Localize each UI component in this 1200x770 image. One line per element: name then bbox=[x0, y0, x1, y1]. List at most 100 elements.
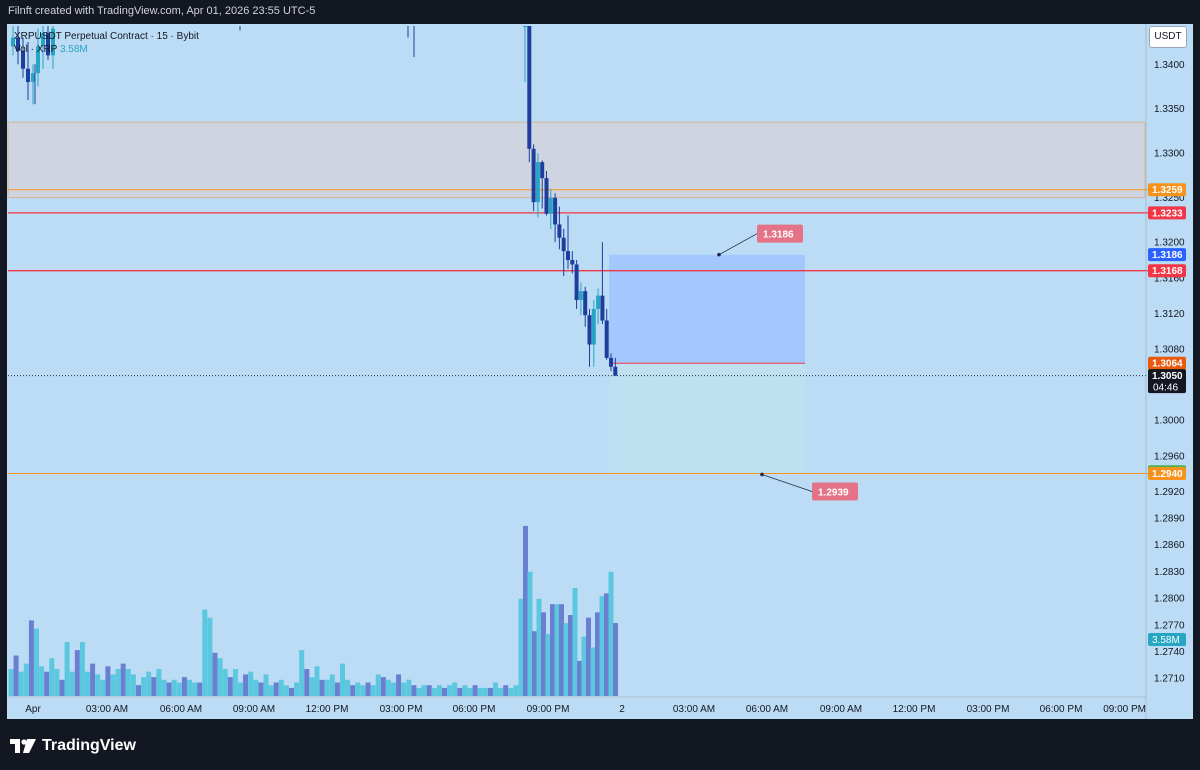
candle bbox=[540, 162, 545, 179]
volume-bar bbox=[100, 679, 106, 696]
candle bbox=[51, 28, 55, 56]
x-tick-label: 09:00 AM bbox=[233, 704, 275, 715]
supply-zone bbox=[7, 121, 1146, 199]
x-tick-label: 06:00 PM bbox=[1040, 704, 1083, 715]
volume-bar bbox=[477, 687, 483, 696]
volume-bar bbox=[340, 663, 345, 696]
price-tag-bg bbox=[1148, 356, 1186, 370]
volume-bar bbox=[370, 685, 376, 696]
stop-callout-connector bbox=[761, 474, 813, 492]
candle bbox=[531, 148, 536, 203]
volume-bar bbox=[532, 631, 537, 696]
candle bbox=[16, 37, 20, 51]
volume-bar bbox=[559, 604, 564, 696]
volume-bar bbox=[212, 652, 218, 696]
volume-bar bbox=[527, 571, 533, 696]
countdown-label: 04:46 bbox=[1153, 383, 1178, 394]
volume-bar bbox=[232, 669, 238, 696]
volume-bar bbox=[518, 598, 524, 696]
volume-bar bbox=[294, 682, 300, 696]
volume-bar bbox=[192, 682, 198, 696]
volume-bar bbox=[396, 674, 402, 696]
candle bbox=[26, 68, 30, 83]
symbol-line[interactable]: XRPUSDT Perpetual Contract · 15 · Bybit bbox=[14, 31, 199, 42]
position-stop-box bbox=[609, 363, 805, 475]
volume-bar bbox=[523, 525, 528, 696]
volume-bar bbox=[426, 685, 432, 696]
vol-label[interactable]: Vol · XRP bbox=[14, 44, 58, 55]
price-tag-bg bbox=[1148, 183, 1186, 197]
volume-bar bbox=[258, 682, 264, 696]
volume-bar bbox=[166, 682, 172, 696]
volume-bar bbox=[536, 598, 542, 696]
volume-bar bbox=[577, 660, 582, 696]
volume-bar bbox=[554, 604, 560, 696]
y-tick-label: 1.2920 bbox=[1154, 487, 1185, 498]
position-target-box bbox=[609, 254, 805, 364]
price-tag: 1.3259 bbox=[1152, 185, 1183, 196]
volume-badge: 3.58M bbox=[1152, 635, 1180, 646]
volume-bar bbox=[95, 674, 101, 696]
volume-bar bbox=[268, 685, 274, 696]
volume-bar bbox=[227, 677, 233, 696]
top-bar: Filnft created with TradingView.com, Apr… bbox=[0, 0, 1200, 24]
volume-bar bbox=[472, 685, 478, 696]
volume-bar bbox=[74, 650, 80, 696]
candle bbox=[574, 264, 579, 301]
y-tick-label: 1.3400 bbox=[1154, 60, 1185, 71]
candle bbox=[583, 291, 588, 316]
volume-bar bbox=[467, 687, 473, 696]
volume-bar bbox=[498, 687, 504, 696]
volume-bar bbox=[181, 677, 187, 696]
price-tag: 1.3233 bbox=[1152, 208, 1183, 219]
volume-bar bbox=[452, 682, 458, 696]
volume-bar bbox=[59, 679, 65, 696]
candle bbox=[561, 237, 566, 252]
tradingview-logo[interactable]: TradingView bbox=[10, 736, 150, 756]
candle bbox=[548, 197, 553, 214]
x-tick-label: 2 bbox=[619, 704, 625, 715]
volume-bar bbox=[8, 669, 14, 696]
y-tick-label: 1.2740 bbox=[1154, 647, 1185, 658]
candle bbox=[609, 357, 613, 367]
tradingview-logo-icon bbox=[10, 739, 36, 753]
volume-bar bbox=[324, 679, 330, 696]
x-tick-label: 03:00 PM bbox=[967, 704, 1010, 715]
volume-bar bbox=[278, 679, 284, 696]
volume-bar bbox=[550, 604, 555, 696]
volume-bar bbox=[130, 674, 136, 696]
candle bbox=[31, 73, 35, 83]
volume-bar bbox=[197, 682, 203, 696]
current-price-tag: 1.3050 bbox=[1152, 371, 1183, 382]
candle bbox=[557, 224, 562, 238]
volume-bar bbox=[105, 666, 111, 696]
volume-bar bbox=[44, 671, 50, 696]
y-tick-label: 1.3350 bbox=[1154, 104, 1185, 115]
volume-bar bbox=[110, 674, 116, 696]
volume-bar bbox=[28, 620, 34, 696]
candle bbox=[41, 33, 45, 47]
volume-bar bbox=[141, 677, 147, 696]
volume-bar bbox=[273, 682, 279, 696]
volume-bar bbox=[595, 612, 600, 696]
x-tick-label: 09:00 PM bbox=[1103, 704, 1146, 715]
x-tick-label: Apr bbox=[25, 704, 41, 715]
candle bbox=[544, 178, 549, 214]
volume-bar bbox=[136, 685, 141, 696]
volume-bar bbox=[120, 663, 126, 696]
volume-bar bbox=[69, 671, 75, 696]
volume-bar bbox=[431, 687, 437, 696]
x-tick-label: 06:00 PM bbox=[453, 704, 496, 715]
currency-button[interactable]: USDT bbox=[1149, 26, 1187, 48]
y-tick-label: 1.3200 bbox=[1154, 238, 1185, 249]
volume-bar bbox=[243, 674, 249, 696]
candle bbox=[11, 37, 15, 47]
target-callout-connector bbox=[718, 233, 758, 256]
volume-bar bbox=[222, 669, 228, 696]
volume-bar bbox=[115, 669, 121, 696]
y-tick-label: 1.3300 bbox=[1154, 149, 1185, 160]
y-tick-label: 1.2800 bbox=[1154, 594, 1185, 605]
price-tag: 1.3064 bbox=[1152, 359, 1183, 370]
volume-bar bbox=[604, 593, 609, 696]
